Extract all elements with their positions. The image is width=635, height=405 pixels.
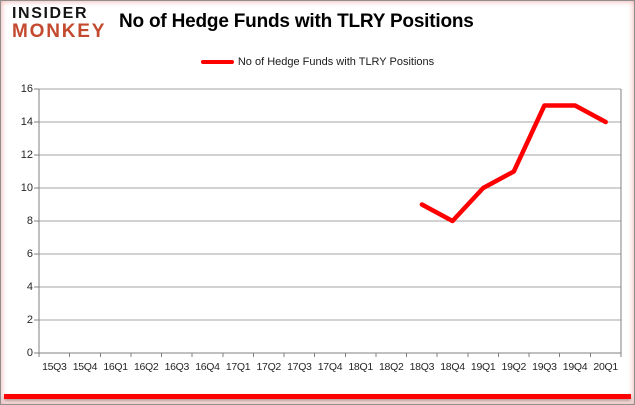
x-axis-tick-label: 15Q4 bbox=[72, 361, 98, 373]
y-axis-tick-label: 12 bbox=[20, 149, 33, 161]
x-axis-tick-label: 19Q3 bbox=[532, 361, 557, 373]
x-axis-tick-label: 19Q1 bbox=[470, 361, 496, 373]
x-axis-tick-label: 16Q1 bbox=[103, 361, 128, 373]
x-axis-tick-label: 18Q2 bbox=[379, 361, 404, 373]
x-axis-tick-label: 19Q2 bbox=[501, 361, 527, 373]
x-axis-tick-label: 17Q4 bbox=[317, 361, 343, 373]
y-axis-tick-label: 4 bbox=[26, 281, 33, 293]
x-axis-tick-label: 16Q3 bbox=[164, 361, 190, 373]
insider-monkey-logo: INSIDER MONKEY bbox=[12, 6, 106, 42]
logo-text-monkey: MONKEY bbox=[12, 21, 107, 42]
legend-label: No of Hedge Funds with TLRY Positions bbox=[237, 56, 435, 68]
y-axis-tick-label: 0 bbox=[26, 347, 33, 359]
x-axis-tick-label: 20Q1 bbox=[593, 361, 618, 373]
x-axis-tick-label: 19Q4 bbox=[562, 361, 588, 373]
logo-text-insider: INSIDER bbox=[12, 5, 89, 22]
x-axis-tick-label: 17Q3 bbox=[287, 361, 312, 373]
y-axis-tick-label: 6 bbox=[26, 248, 33, 260]
y-axis-tick-label: 2 bbox=[26, 314, 33, 326]
x-axis-tick-label: 17Q2 bbox=[256, 361, 281, 373]
x-axis-tick-label: 17Q1 bbox=[225, 361, 251, 373]
chart-title: No of Hedge Funds with TLRY Positions bbox=[119, 11, 474, 32]
legend-line-marker-icon bbox=[200, 60, 234, 64]
y-axis-tick-label: 14 bbox=[20, 116, 33, 128]
x-axis-tick-label: 15Q3 bbox=[42, 361, 67, 373]
y-axis-tick-label: 8 bbox=[26, 215, 33, 227]
y-axis-tick-label: 16 bbox=[20, 83, 33, 95]
x-axis-tick-label: 16Q2 bbox=[133, 361, 159, 373]
x-axis-tick-label: 18Q1 bbox=[348, 361, 373, 373]
x-axis-tick-label: 18Q3 bbox=[409, 361, 435, 373]
x-axis-tick-label: 18Q4 bbox=[440, 361, 465, 373]
x-axis-tick-label: 16Q4 bbox=[195, 361, 220, 373]
bottom-red-divider bbox=[4, 394, 631, 399]
legend: No of Hedge Funds with TLRY Positions bbox=[1, 56, 634, 68]
series-line bbox=[419, 103, 608, 224]
y-axis-tick-label: 10 bbox=[20, 182, 33, 194]
